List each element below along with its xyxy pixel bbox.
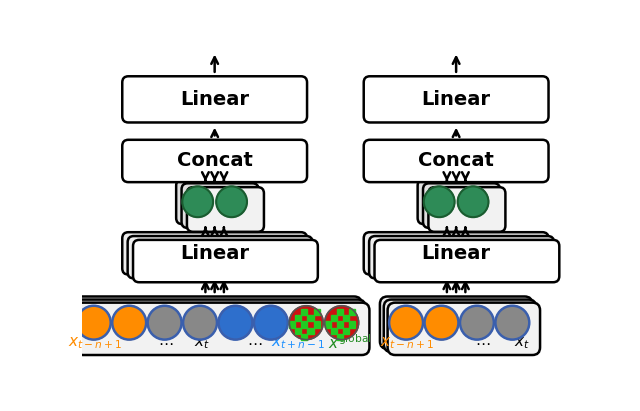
Text: Linear: Linear [180,244,249,263]
Bar [337,321,343,328]
Circle shape [324,306,358,339]
Bar [307,315,314,321]
Text: $\cdots$: $\cdots$ [159,335,174,350]
Circle shape [77,306,111,339]
Text: $x_t$: $x_t$ [514,335,529,351]
Text: $\cdots$: $\cdots$ [247,335,262,350]
FancyBboxPatch shape [182,183,259,228]
Circle shape [112,306,146,339]
FancyBboxPatch shape [374,240,559,282]
Bar [331,328,337,334]
Circle shape [218,306,252,339]
FancyBboxPatch shape [122,140,307,182]
Text: Linear: Linear [180,90,249,109]
FancyBboxPatch shape [133,240,318,282]
FancyBboxPatch shape [122,232,307,275]
FancyBboxPatch shape [187,187,264,232]
FancyBboxPatch shape [127,236,312,278]
Bar [301,321,307,328]
Text: $x_{t+n-1}$: $x_{t+n-1}$ [271,335,325,351]
FancyBboxPatch shape [384,300,536,352]
FancyBboxPatch shape [418,180,495,224]
FancyBboxPatch shape [76,302,369,355]
Circle shape [182,186,213,217]
Bar [307,328,314,334]
Bar [337,334,343,339]
FancyBboxPatch shape [364,76,548,122]
Circle shape [389,306,423,339]
Text: $x_{t-n+1}$: $x_{t-n+1}$ [68,335,122,351]
FancyBboxPatch shape [72,300,365,352]
Circle shape [495,306,529,339]
Bar [301,309,307,315]
Bar [337,309,343,315]
FancyBboxPatch shape [364,140,548,182]
Bar [289,321,296,328]
Bar [349,321,355,328]
Bar [314,321,319,328]
Text: $\cdots$: $\cdots$ [475,335,490,350]
FancyBboxPatch shape [428,187,506,232]
Circle shape [424,306,458,339]
Circle shape [254,306,288,339]
FancyBboxPatch shape [176,180,253,224]
FancyBboxPatch shape [423,183,500,228]
FancyBboxPatch shape [122,76,307,122]
FancyBboxPatch shape [364,232,548,275]
FancyBboxPatch shape [380,296,532,349]
Bar [349,309,355,315]
Bar [314,309,319,315]
Bar [343,315,349,321]
Text: $x_t$: $x_t$ [194,335,209,351]
Bar [296,315,301,321]
FancyBboxPatch shape [388,302,540,355]
Bar [296,328,301,334]
Circle shape [289,306,323,339]
Text: $x^{\mathrm{global}}$: $x^{\mathrm{global}}$ [328,333,372,352]
Text: Linear: Linear [422,244,491,263]
Text: Linear: Linear [422,90,491,109]
Circle shape [424,186,454,217]
Circle shape [148,306,182,339]
Circle shape [216,186,247,217]
Circle shape [458,186,488,217]
FancyBboxPatch shape [369,236,554,278]
Text: $x_{t-n+1}$: $x_{t-n+1}$ [380,335,435,351]
Bar [301,334,307,339]
Circle shape [460,306,494,339]
Bar [331,315,337,321]
Text: Concat: Concat [418,152,494,171]
Text: Concat: Concat [177,152,253,171]
Bar [343,328,349,334]
Circle shape [183,306,217,339]
FancyBboxPatch shape [68,296,362,349]
Bar [324,321,331,328]
